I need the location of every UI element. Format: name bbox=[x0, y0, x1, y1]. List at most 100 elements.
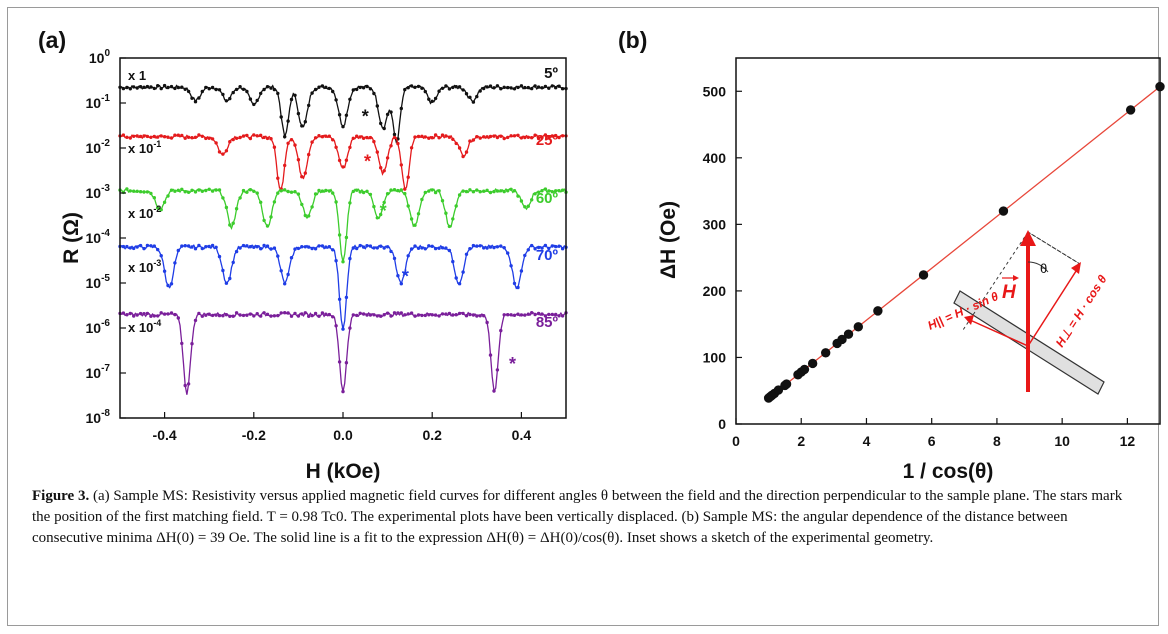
panel-a-data-point bbox=[252, 189, 256, 193]
panel-a-data-point bbox=[348, 256, 352, 261]
panel-a-data-point bbox=[166, 85, 170, 90]
panel-a-data-point bbox=[506, 85, 510, 90]
panel-a-data-point bbox=[433, 133, 438, 137]
panel-a-data-point bbox=[327, 189, 331, 193]
panel-a-data-point bbox=[509, 187, 513, 191]
panel-a-data-point bbox=[125, 85, 129, 90]
panel-a-data-point bbox=[204, 313, 208, 317]
panel-a-data-point bbox=[231, 90, 235, 95]
panel-a-data-point bbox=[183, 136, 187, 140]
panel-a-data-point bbox=[307, 214, 311, 218]
panel-a-data-point bbox=[310, 91, 314, 95]
panel-a-data-point bbox=[560, 134, 565, 138]
panel-a-data-point bbox=[516, 133, 520, 137]
panel-a-data-point bbox=[399, 163, 403, 167]
panel-a-y-tick-label: 10-6 bbox=[86, 318, 111, 336]
panel-a-data-point bbox=[149, 135, 153, 139]
panel-b-data-point bbox=[799, 364, 810, 375]
panel-a-data-point bbox=[509, 264, 513, 268]
panel-a-data-point bbox=[382, 246, 386, 250]
panel-a-data-point bbox=[231, 260, 235, 265]
panel-a-data-point bbox=[540, 86, 544, 90]
panel-a-data-point bbox=[238, 246, 242, 250]
panel-a-data-point bbox=[403, 191, 407, 196]
panel-a-data-point bbox=[214, 188, 218, 192]
panel-a-data-point bbox=[372, 139, 376, 144]
panel-a-data-point bbox=[385, 156, 390, 160]
panel-a-data-point bbox=[135, 189, 139, 193]
panel-a-data-point bbox=[228, 96, 232, 101]
panel-a-data-point bbox=[132, 189, 136, 193]
panel-a-data-point bbox=[516, 312, 520, 316]
panel-a-data-point bbox=[265, 224, 270, 228]
panel-a-data-point bbox=[375, 314, 379, 318]
panel-a-star-marker: * bbox=[364, 152, 371, 172]
panel-a-data-point bbox=[307, 245, 311, 249]
panel-b-data-point bbox=[873, 306, 883, 316]
panel-a-data-point bbox=[440, 246, 445, 250]
panel-a-data-point bbox=[156, 314, 160, 318]
panel-a-data-point bbox=[197, 311, 201, 316]
panel-a-data-point bbox=[190, 96, 194, 100]
panel-a-data-point bbox=[492, 245, 496, 250]
panel-a-data-point bbox=[399, 188, 403, 192]
panel-a-data-point bbox=[365, 84, 369, 89]
panel-a-data-point bbox=[265, 85, 270, 89]
panel-a-data-point bbox=[355, 134, 359, 138]
panel-a-data-point bbox=[399, 311, 403, 315]
panel-a-data-point bbox=[337, 113, 342, 117]
panel-a-data-point bbox=[389, 144, 393, 148]
panel-a-data-point bbox=[451, 313, 455, 317]
panel-a-data-point bbox=[248, 312, 253, 316]
panel-a-data-point bbox=[454, 313, 458, 317]
panel-a-data-point bbox=[252, 314, 256, 318]
panel-a-data-point bbox=[451, 85, 455, 90]
panel-a-scale-label: x 10-4 bbox=[128, 318, 161, 335]
panel-a-data-point bbox=[228, 140, 232, 144]
panel-a-data-point bbox=[482, 314, 486, 318]
panel-a-data-point bbox=[149, 85, 153, 89]
panel-a-data-point bbox=[173, 133, 177, 137]
panel-a-data-point bbox=[536, 245, 541, 250]
panel-a-data-point bbox=[128, 311, 132, 316]
panel-a-data-point bbox=[248, 188, 253, 192]
panel-a-data-point bbox=[289, 138, 294, 142]
panel-a-data-point bbox=[348, 97, 352, 102]
panel-a-data-point bbox=[231, 137, 235, 142]
panel-a-data-point bbox=[502, 136, 506, 141]
panel-a-data-point bbox=[533, 192, 537, 196]
panel-a-data-point bbox=[444, 312, 448, 316]
panel-a-data-point bbox=[451, 217, 455, 221]
caption-figure-label: Figure 3. bbox=[32, 488, 90, 504]
panel-a-data-point bbox=[485, 135, 489, 139]
panel-a-data-point bbox=[368, 192, 373, 197]
panel-b-y-ticks: 0 100 200 300 400 500 bbox=[703, 83, 742, 432]
panel-a-y-tick-label: 10-4 bbox=[86, 228, 111, 246]
panel-a-data-point bbox=[392, 256, 397, 261]
panel-a-data-point bbox=[530, 198, 534, 202]
panel-a-data-point bbox=[392, 311, 397, 315]
panel-a-data-point bbox=[169, 311, 174, 315]
panel-a-data-point bbox=[557, 135, 561, 140]
panel-a-data-point bbox=[234, 87, 239, 92]
panel-a-data-point bbox=[341, 165, 345, 169]
panel-a-data-point bbox=[379, 212, 383, 217]
panel-a-data-point bbox=[454, 276, 458, 280]
panel-a-data-point bbox=[468, 188, 472, 192]
panel-a-data-point bbox=[478, 89, 482, 93]
panel-a-data-point bbox=[334, 324, 338, 328]
panel-a-data-point bbox=[156, 135, 160, 139]
panel-a-data-point bbox=[132, 246, 136, 251]
panel-b-fit-segment bbox=[766, 86, 1161, 400]
panel-a-data-point bbox=[409, 311, 414, 315]
panel-a-data-point bbox=[461, 270, 465, 274]
panel-a-data-point bbox=[145, 134, 150, 139]
panel-a-data-point bbox=[427, 136, 431, 140]
panel-a-data-point bbox=[186, 190, 191, 194]
panel-a-data-point bbox=[262, 87, 266, 92]
panel-a-data-point bbox=[444, 211, 448, 215]
panel-a-data-point bbox=[331, 89, 335, 94]
inset-par-arrowhead bbox=[964, 315, 974, 325]
panel-a-data-point bbox=[509, 86, 513, 90]
panel-a-data-point bbox=[159, 311, 163, 315]
